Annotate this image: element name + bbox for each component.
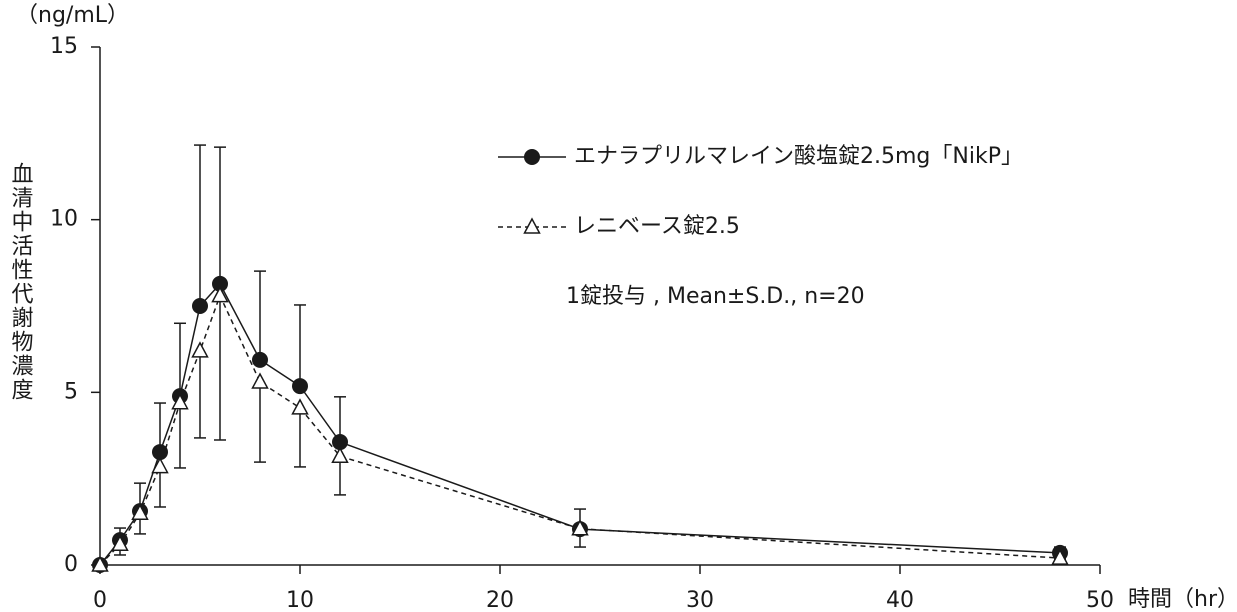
y-tick-label: 10	[50, 207, 78, 232]
error-bar	[254, 381, 266, 463]
x-tick-label: 40	[886, 588, 914, 612]
x-axis-label: 時間（hr）	[1128, 587, 1237, 612]
error-bar	[174, 402, 186, 469]
x-tick-label: 30	[686, 588, 714, 612]
error-bar	[194, 144, 206, 306]
x-tick-label: 0	[93, 588, 107, 612]
point	[131, 503, 149, 520]
error-bar	[194, 350, 206, 439]
y-axis-label: 血清中活性代謝物濃度	[8, 162, 34, 402]
error-bar	[154, 402, 166, 453]
error-bar	[254, 270, 266, 360]
x-tick-label: 50	[1086, 588, 1114, 612]
legend-marker	[523, 217, 541, 234]
point	[331, 446, 349, 463]
point	[151, 456, 169, 474]
annotation: 1錠投与 , Mean±S.D., n=20	[566, 284, 865, 309]
point	[291, 398, 309, 415]
legend-label: レニベース錠2.5	[574, 214, 740, 239]
error-bar	[174, 322, 186, 397]
point	[111, 534, 129, 552]
point	[1051, 548, 1069, 565]
point	[332, 434, 348, 451]
error-bar	[214, 146, 226, 284]
y-tick-label: 5	[64, 379, 78, 404]
x-tick-label: 10	[286, 588, 314, 612]
point	[91, 555, 109, 572]
error-bar	[214, 295, 226, 441]
legend-marker	[524, 149, 540, 165]
y-unit: （ng/mL）	[16, 3, 129, 28]
point	[571, 519, 589, 536]
point	[252, 351, 268, 368]
error-bar	[294, 304, 306, 387]
point	[251, 372, 269, 389]
y-tick-label: 0	[64, 552, 78, 577]
point	[292, 378, 308, 395]
point	[212, 275, 228, 292]
y-tick-label: 15	[50, 34, 78, 59]
point	[152, 444, 168, 461]
point	[211, 286, 229, 303]
point	[171, 393, 189, 410]
point	[191, 341, 209, 358]
error-bar	[294, 407, 306, 468]
x-tick-label: 20	[486, 588, 514, 612]
legend-label: エナラプリルマレイン酸塩錠2.5mg「NikP」	[574, 144, 1023, 169]
point	[192, 298, 208, 314]
